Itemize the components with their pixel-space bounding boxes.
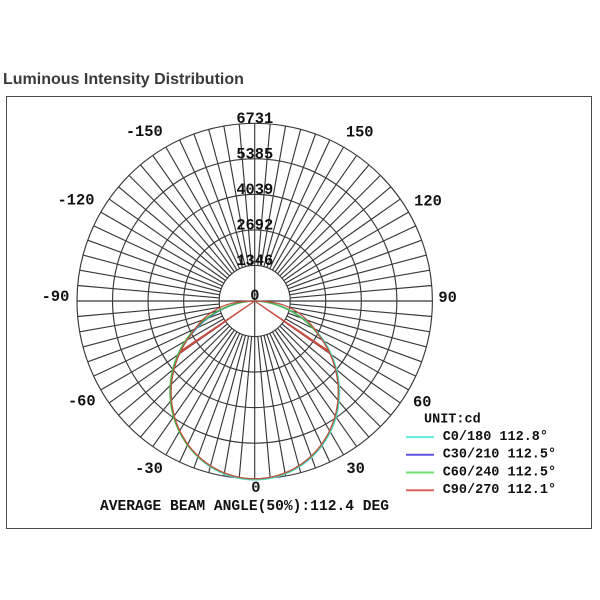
svg-text:-150: -150 xyxy=(126,123,163,141)
svg-text:-120: -120 xyxy=(58,192,95,210)
svg-text:30: 30 xyxy=(346,460,364,478)
svg-text:AVERAGE BEAM ANGLE(50%):112.4: AVERAGE BEAM ANGLE(50%):112.4 DEG xyxy=(100,499,389,515)
svg-text:6731: 6731 xyxy=(236,110,273,128)
svg-text:-30: -30 xyxy=(135,460,163,478)
svg-text:C30/210 112.5°: C30/210 112.5° xyxy=(443,448,556,463)
svg-text:1346: 1346 xyxy=(236,252,273,270)
svg-text:C60/240 112.5°: C60/240 112.5° xyxy=(443,465,556,480)
svg-text:C90/270 112.1°: C90/270 112.1° xyxy=(443,483,556,498)
svg-text:C0/180 112.8°: C0/180 112.8° xyxy=(443,430,548,445)
svg-text:120: 120 xyxy=(414,192,442,210)
svg-text:90: 90 xyxy=(438,289,456,307)
svg-text:-90: -90 xyxy=(42,288,70,306)
svg-text:5385: 5385 xyxy=(236,145,273,163)
svg-text:150: 150 xyxy=(346,123,374,141)
svg-text:0: 0 xyxy=(250,287,259,305)
svg-text:-60: -60 xyxy=(68,392,96,410)
svg-text:60: 60 xyxy=(413,394,431,412)
svg-text:UNIT:cd: UNIT:cd xyxy=(424,412,481,427)
svg-text:0: 0 xyxy=(251,479,260,497)
svg-text:2692: 2692 xyxy=(236,216,273,234)
svg-text:4039: 4039 xyxy=(236,181,273,199)
